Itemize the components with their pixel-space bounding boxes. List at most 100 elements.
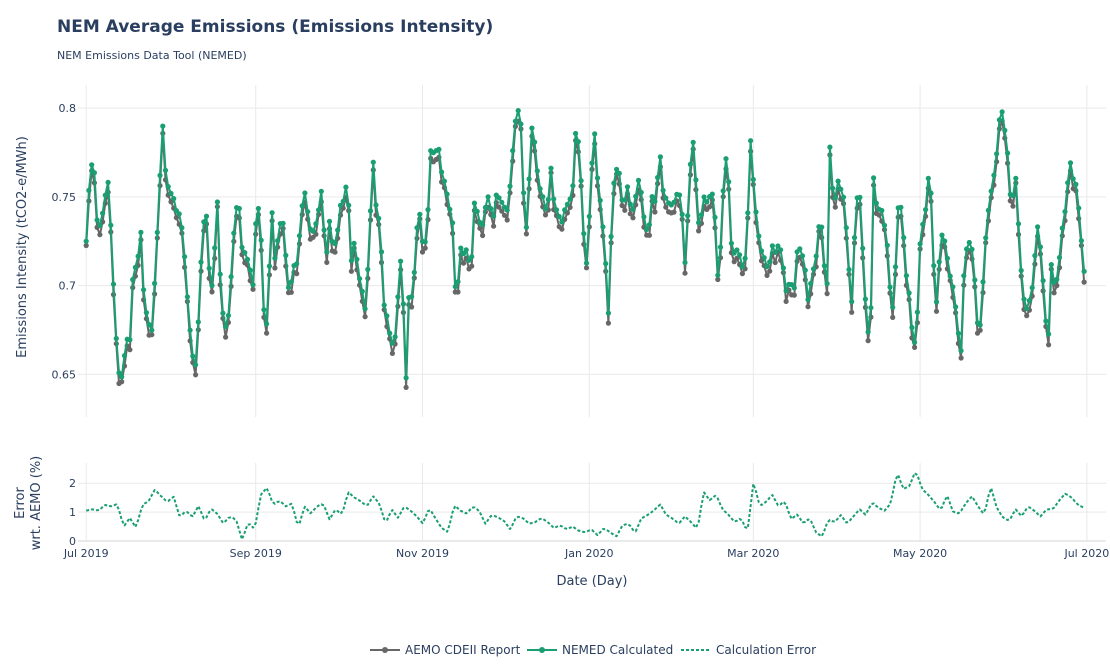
nemed-point <box>950 284 956 290</box>
nemed-point <box>275 238 281 244</box>
nemed-point <box>690 139 696 145</box>
nemed-point <box>890 304 896 310</box>
nemed-point <box>165 184 171 190</box>
nemed-point <box>351 240 357 246</box>
aemo-point <box>764 272 770 278</box>
bottom-y-tick-label: 1 <box>69 506 76 519</box>
aemo-point <box>250 286 256 292</box>
nemed-point <box>193 362 199 368</box>
nemed-point <box>553 207 560 213</box>
nemed-point <box>94 217 100 223</box>
nemed-point <box>931 263 937 269</box>
nemed-point <box>105 179 111 185</box>
nemed-point <box>696 220 702 226</box>
nemed-point <box>988 188 994 194</box>
nemed-point <box>1029 285 1035 291</box>
nemed-point <box>504 207 510 213</box>
nemed-point <box>496 195 502 201</box>
chart-title: NEM Average Emissions (Emissions Intensi… <box>57 17 494 37</box>
nemed-point <box>728 240 735 246</box>
nemed-point <box>203 213 210 219</box>
nemed-point <box>849 299 855 305</box>
aemo-point <box>696 228 702 234</box>
nemed-point <box>480 222 486 228</box>
bottom-y-tick-labels: 0 1 2 <box>69 477 76 548</box>
nemed-point <box>892 264 899 270</box>
nemed-point <box>827 144 833 150</box>
nemed-point <box>119 374 125 380</box>
nemed-point <box>739 264 746 270</box>
nemed-point <box>422 239 428 245</box>
nemed-point <box>764 263 770 270</box>
nemed-point <box>102 192 108 198</box>
x-tick-label: Mar 2020 <box>727 547 779 560</box>
aemo-point <box>912 344 918 350</box>
nemed-point <box>1037 244 1043 250</box>
nemed-point <box>865 329 871 335</box>
nemed-point <box>324 249 330 255</box>
nemed-point <box>228 274 234 280</box>
nemed-point <box>996 117 1003 123</box>
nemed-point <box>152 280 158 286</box>
nemed-point <box>1076 205 1082 211</box>
aemo-point <box>288 289 294 295</box>
nemed-point <box>608 233 614 240</box>
nemed-point <box>471 200 477 206</box>
nemed-point <box>244 256 251 262</box>
aemo-point <box>876 212 882 218</box>
nemed-point <box>808 280 814 287</box>
aemo-point <box>682 270 688 276</box>
nemed-point <box>537 186 543 192</box>
nemed-point <box>750 176 756 183</box>
nemed-point <box>860 245 866 251</box>
nemed-point <box>223 324 229 330</box>
nemed-point <box>346 202 352 208</box>
nemed-point <box>556 213 562 220</box>
aemo-point <box>824 291 830 297</box>
nemed-point <box>846 266 852 273</box>
nemed-point <box>359 288 365 294</box>
legend-item-nemed[interactable]: NEMED Calculated <box>527 643 673 657</box>
x-tick-label: Jul 2019 <box>63 547 109 560</box>
nemed-point <box>824 281 830 287</box>
legend-label-error: Calculation Error <box>716 643 816 657</box>
series-calculation-error <box>85 472 1085 541</box>
nemed-point <box>737 252 743 258</box>
nemed-point <box>603 261 609 267</box>
nemed-point <box>802 267 808 273</box>
aemo-point <box>605 320 612 326</box>
nemed-point <box>220 310 226 316</box>
nemed-point <box>843 225 849 231</box>
nemed-point <box>1070 176 1076 182</box>
nemed-point <box>258 237 264 243</box>
nemed-point <box>466 257 472 263</box>
nemed-point <box>458 245 464 251</box>
nemed-point <box>638 189 644 195</box>
aemo-point <box>783 298 789 304</box>
top-y-tick-label: 0.75 <box>52 191 77 204</box>
nemed-point <box>116 370 122 376</box>
nemed-point <box>1002 127 1008 133</box>
nemed-point <box>127 337 133 343</box>
nemed-point <box>373 202 379 208</box>
nemed-point <box>622 197 628 203</box>
nemed-point <box>236 205 242 212</box>
nemed-point <box>884 242 890 248</box>
nemed-point <box>89 162 95 168</box>
nemed-point <box>143 310 149 316</box>
legend-item-aemo[interactable]: AEMO CDEII Report <box>370 643 521 657</box>
nemed-point <box>285 284 292 291</box>
aemo-point <box>739 271 746 277</box>
nemed-point <box>649 194 655 200</box>
nemed-point <box>969 246 975 252</box>
nemed-point <box>176 211 182 217</box>
aemo-point <box>958 355 964 361</box>
nemed-point <box>1059 225 1065 231</box>
aemo-point <box>671 209 677 215</box>
legend-item-error[interactable]: Calculation Error <box>681 643 816 657</box>
nemed-point <box>813 253 819 259</box>
chart-subtitle: NEM Emissions Data Tool (NEMED) <box>57 49 247 62</box>
aemo-point <box>715 276 721 283</box>
nemed-point <box>255 205 261 212</box>
nemed-point <box>933 299 940 305</box>
